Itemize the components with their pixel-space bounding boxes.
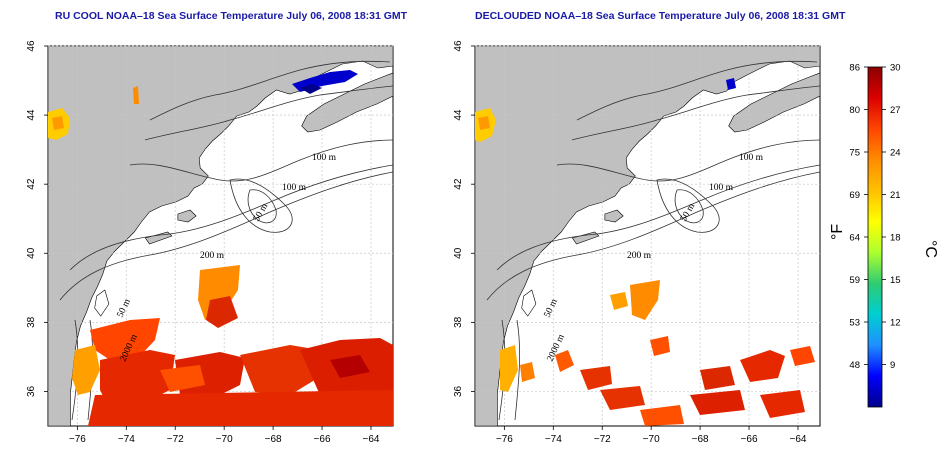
left-contour-label-100m-b: 100 m <box>282 183 307 193</box>
colorbar-fahrenheit-tick-label: 48 <box>849 360 860 371</box>
colorbar-fahrenheit-ticks: 86 80 75 69 64 59 53 48 <box>849 63 868 371</box>
right-lon-tick-label: −66 <box>741 434 758 445</box>
left-map-panel[interactable]: 100 m 100 m 50 m 200 m 50 m 2000 m −76 −7… <box>26 40 394 445</box>
right-lon-tick-label: −74 <box>545 434 562 445</box>
left-lon-tick-label: −64 <box>362 434 379 445</box>
right-lon-tick-label: −68 <box>692 434 709 445</box>
colorbar-celsius-tick-label: 24 <box>890 148 901 159</box>
left-lat-tick-label: 38 <box>26 316 37 328</box>
right-lat-tick-label: 38 <box>453 316 464 328</box>
left-lat-tick-label: 42 <box>26 178 37 190</box>
right-map-panel[interactable]: 100 m 100 m 50 m 200 m 50 m 2000 m −76 −7… <box>453 40 821 445</box>
right-lat-tick-label: 40 <box>453 247 464 259</box>
colorbar-celsius-tick-label: 18 <box>890 233 901 244</box>
right-panel-title: DECLOUDED NOAA–18 Sea Surface Temperatur… <box>475 10 846 22</box>
colorbar-fahrenheit-unit: °F <box>829 224 846 240</box>
right-lat-tick-label: 46 <box>453 40 464 52</box>
colorbar-fahrenheit-tick-label: 86 <box>849 63 860 74</box>
left-lat-ticks: 36 38 40 42 44 46 <box>26 40 48 397</box>
right-lon-tick-label: −72 <box>594 434 611 445</box>
colorbar-celsius-tick-label: 12 <box>890 318 901 329</box>
colorbar: 86 80 75 69 64 59 53 48 30 27 24 21 18 15 12 9 °F °C <box>829 63 939 408</box>
right-contour-label-100m-a: 100 m <box>739 153 764 163</box>
right-bathymetry-contours <box>486 60 821 421</box>
right-contour-label-200m: 200 m <box>627 251 652 261</box>
left-lon-ticks: −76 −74 −72 −70 −68 −66 −64 <box>69 426 380 445</box>
left-lat-tick-label: 44 <box>26 109 37 121</box>
colorbar-celsius-tick-label: 9 <box>890 360 895 371</box>
colorbar-celsius-ticks: 30 27 24 21 18 15 12 9 <box>882 63 901 371</box>
right-contour-label-100m-b: 100 m <box>709 183 734 193</box>
colorbar-fahrenheit-tick-label: 75 <box>849 148 860 159</box>
colorbar-celsius-tick-label: 15 <box>890 275 901 286</box>
left-lon-tick-label: −72 <box>167 434 184 445</box>
colorbar-fahrenheit-tick-label: 53 <box>849 318 860 329</box>
colorbar-fahrenheit-tick-label: 69 <box>849 190 860 201</box>
left-contour-label-200m: 200 m <box>200 251 225 261</box>
colorbar-celsius-tick-label: 21 <box>890 190 901 201</box>
colorbar-fahrenheit-tick-label: 64 <box>849 233 860 244</box>
right-lat-tick-label: 36 <box>453 385 464 397</box>
colorbar-fahrenheit-tick-label: 80 <box>849 105 860 116</box>
left-lon-tick-label: −74 <box>118 434 135 445</box>
left-panel-title: RU COOL NOAA–18 Sea Surface Temperature … <box>55 10 408 22</box>
right-lat-tick-label: 42 <box>453 178 464 190</box>
colorbar-celsius-unit: °C <box>922 240 939 258</box>
colorbar-celsius-tick-label: 27 <box>890 105 901 116</box>
left-lat-tick-label: 36 <box>26 385 37 397</box>
left-lat-tick-label: 46 <box>26 40 37 52</box>
left-lat-tick-label: 40 <box>26 247 37 259</box>
left-lon-tick-label: −70 <box>216 434 233 445</box>
right-lon-tick-label: −64 <box>789 434 806 445</box>
left-contour-label-100m-a: 100 m <box>312 153 337 163</box>
left-lon-tick-label: −76 <box>69 434 86 445</box>
colorbar-bar <box>867 66 883 408</box>
right-lat-tick-label: 44 <box>453 109 464 121</box>
right-lat-ticks: 36 38 40 42 44 46 <box>453 40 475 397</box>
right-lon-tick-label: −70 <box>643 434 660 445</box>
colorbar-celsius-tick-label: 30 <box>890 63 901 74</box>
right-sst-patches <box>475 78 815 426</box>
right-lon-ticks: −76 −74 −72 −70 −68 −66 −64 <box>496 426 807 445</box>
colorbar-fahrenheit-tick-label: 59 <box>849 275 860 286</box>
left-lon-tick-label: −66 <box>314 434 331 445</box>
left-lon-tick-label: −68 <box>265 434 282 445</box>
right-lon-tick-label: −76 <box>496 434 513 445</box>
left-sst-patches <box>48 70 393 426</box>
